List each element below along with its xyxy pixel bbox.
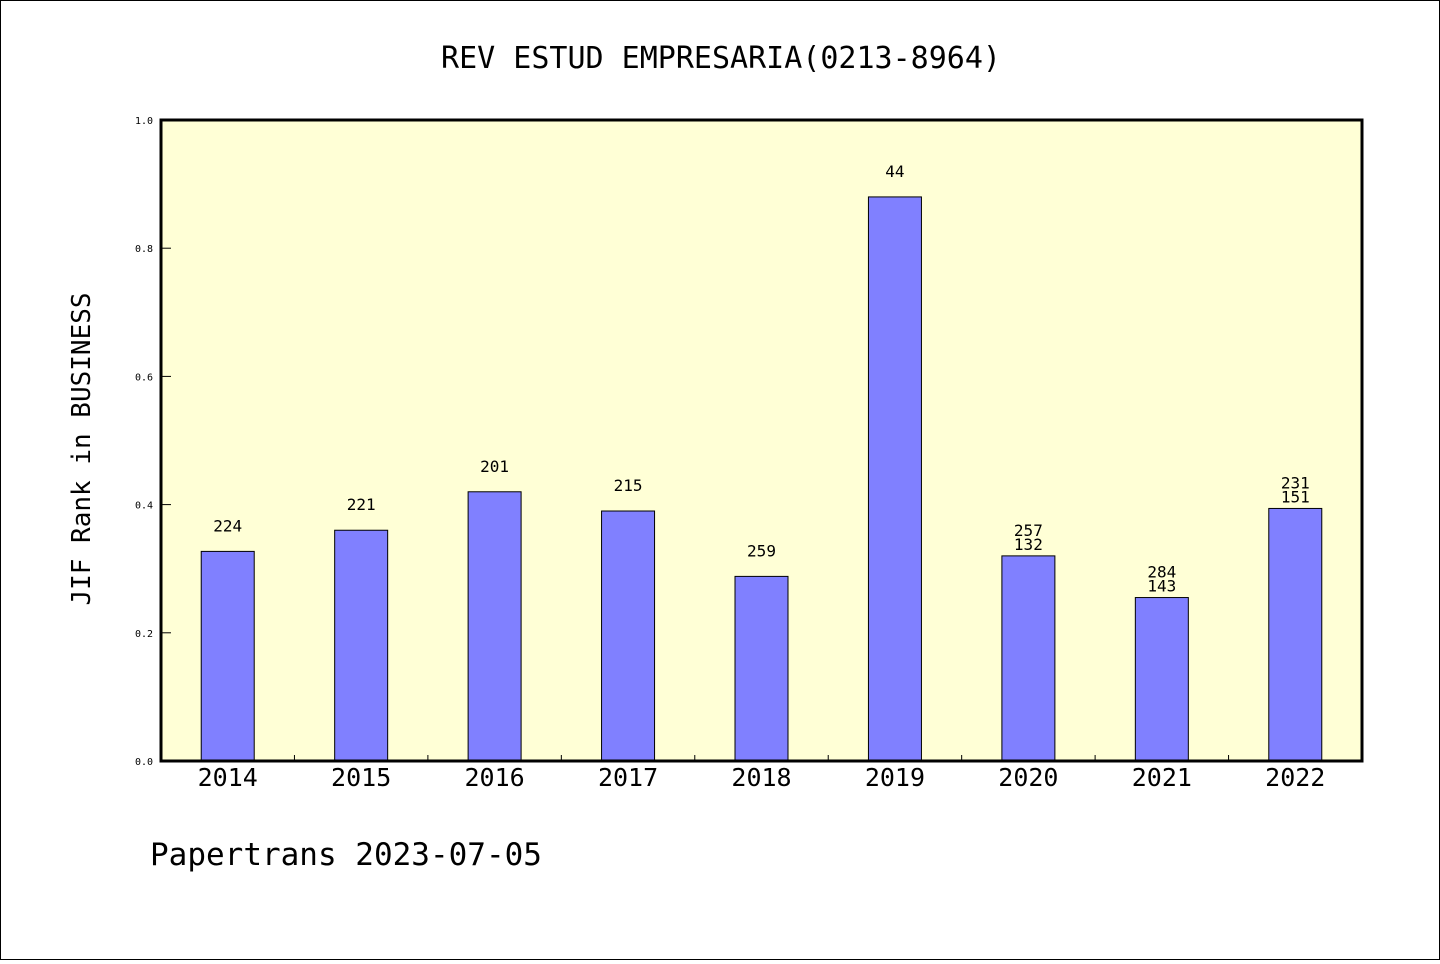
data-label-2022-top: 231 xyxy=(1281,473,1310,492)
x-tick-label-2016: 2016 xyxy=(465,763,525,792)
bar-2017 xyxy=(601,510,656,762)
y-tick-label-1.0: 1.0 xyxy=(135,116,153,127)
data-label-2015: 221 xyxy=(347,495,376,514)
x-tick-label-2014: 2014 xyxy=(198,763,258,792)
bar-2015 xyxy=(334,529,389,762)
bar-2022 xyxy=(1268,507,1323,762)
y-tick-label-0.4: 0.4 xyxy=(135,501,153,512)
y-tick-label-0.0: 0.0 xyxy=(135,757,153,768)
x-tick-label-2022: 2022 xyxy=(1265,763,1325,792)
data-label-2018: 259 xyxy=(747,541,776,560)
data-label-2022-second: 151 xyxy=(1281,487,1310,506)
data-label-2016: 201 xyxy=(480,457,509,476)
x-tick-label-2017: 2017 xyxy=(598,763,658,792)
data-label-2021-top: 284 xyxy=(1147,563,1176,582)
footer-text: Papertrans 2023-07-05 xyxy=(150,837,542,873)
x-tick-label-2015: 2015 xyxy=(331,763,391,792)
data-label-2020-second: 132 xyxy=(1014,535,1043,554)
bar-2014 xyxy=(200,550,255,762)
bar-2016 xyxy=(467,491,522,762)
data-label-2020-top: 257 xyxy=(1014,521,1043,540)
bar-2018 xyxy=(734,575,789,762)
x-tick-label-2018: 2018 xyxy=(731,763,791,792)
data-label-2014: 224 xyxy=(213,516,242,535)
ticks-group: 2014 2015 2016 2017 2018 2019 2020 2021 2022 0.0 0… xyxy=(135,116,1325,792)
bar-2019 xyxy=(867,196,922,762)
x-tick-label-2019: 2019 xyxy=(865,763,925,792)
x-tick-label-2021: 2021 xyxy=(1132,763,1192,792)
data-label-2021-second: 143 xyxy=(1147,577,1176,596)
chart-title: REV ESTUD EMPRESARIA(0213-8964) xyxy=(441,41,1001,76)
y-tick-label-0.6: 0.6 xyxy=(135,372,153,383)
bar-2021 xyxy=(1134,597,1189,762)
bar-2020 xyxy=(1001,555,1056,762)
y-axis-label: JIF Rank in BUSINESS xyxy=(67,292,97,605)
data-label-2017: 215 xyxy=(614,476,643,495)
y-tick-label-0.2: 0.2 xyxy=(135,629,153,640)
data-label-2019: 44 xyxy=(885,162,904,181)
x-tick-label-2020: 2020 xyxy=(998,763,1058,792)
y-tick-label-0.8: 0.8 xyxy=(135,244,153,255)
plot-border xyxy=(159,118,1364,763)
